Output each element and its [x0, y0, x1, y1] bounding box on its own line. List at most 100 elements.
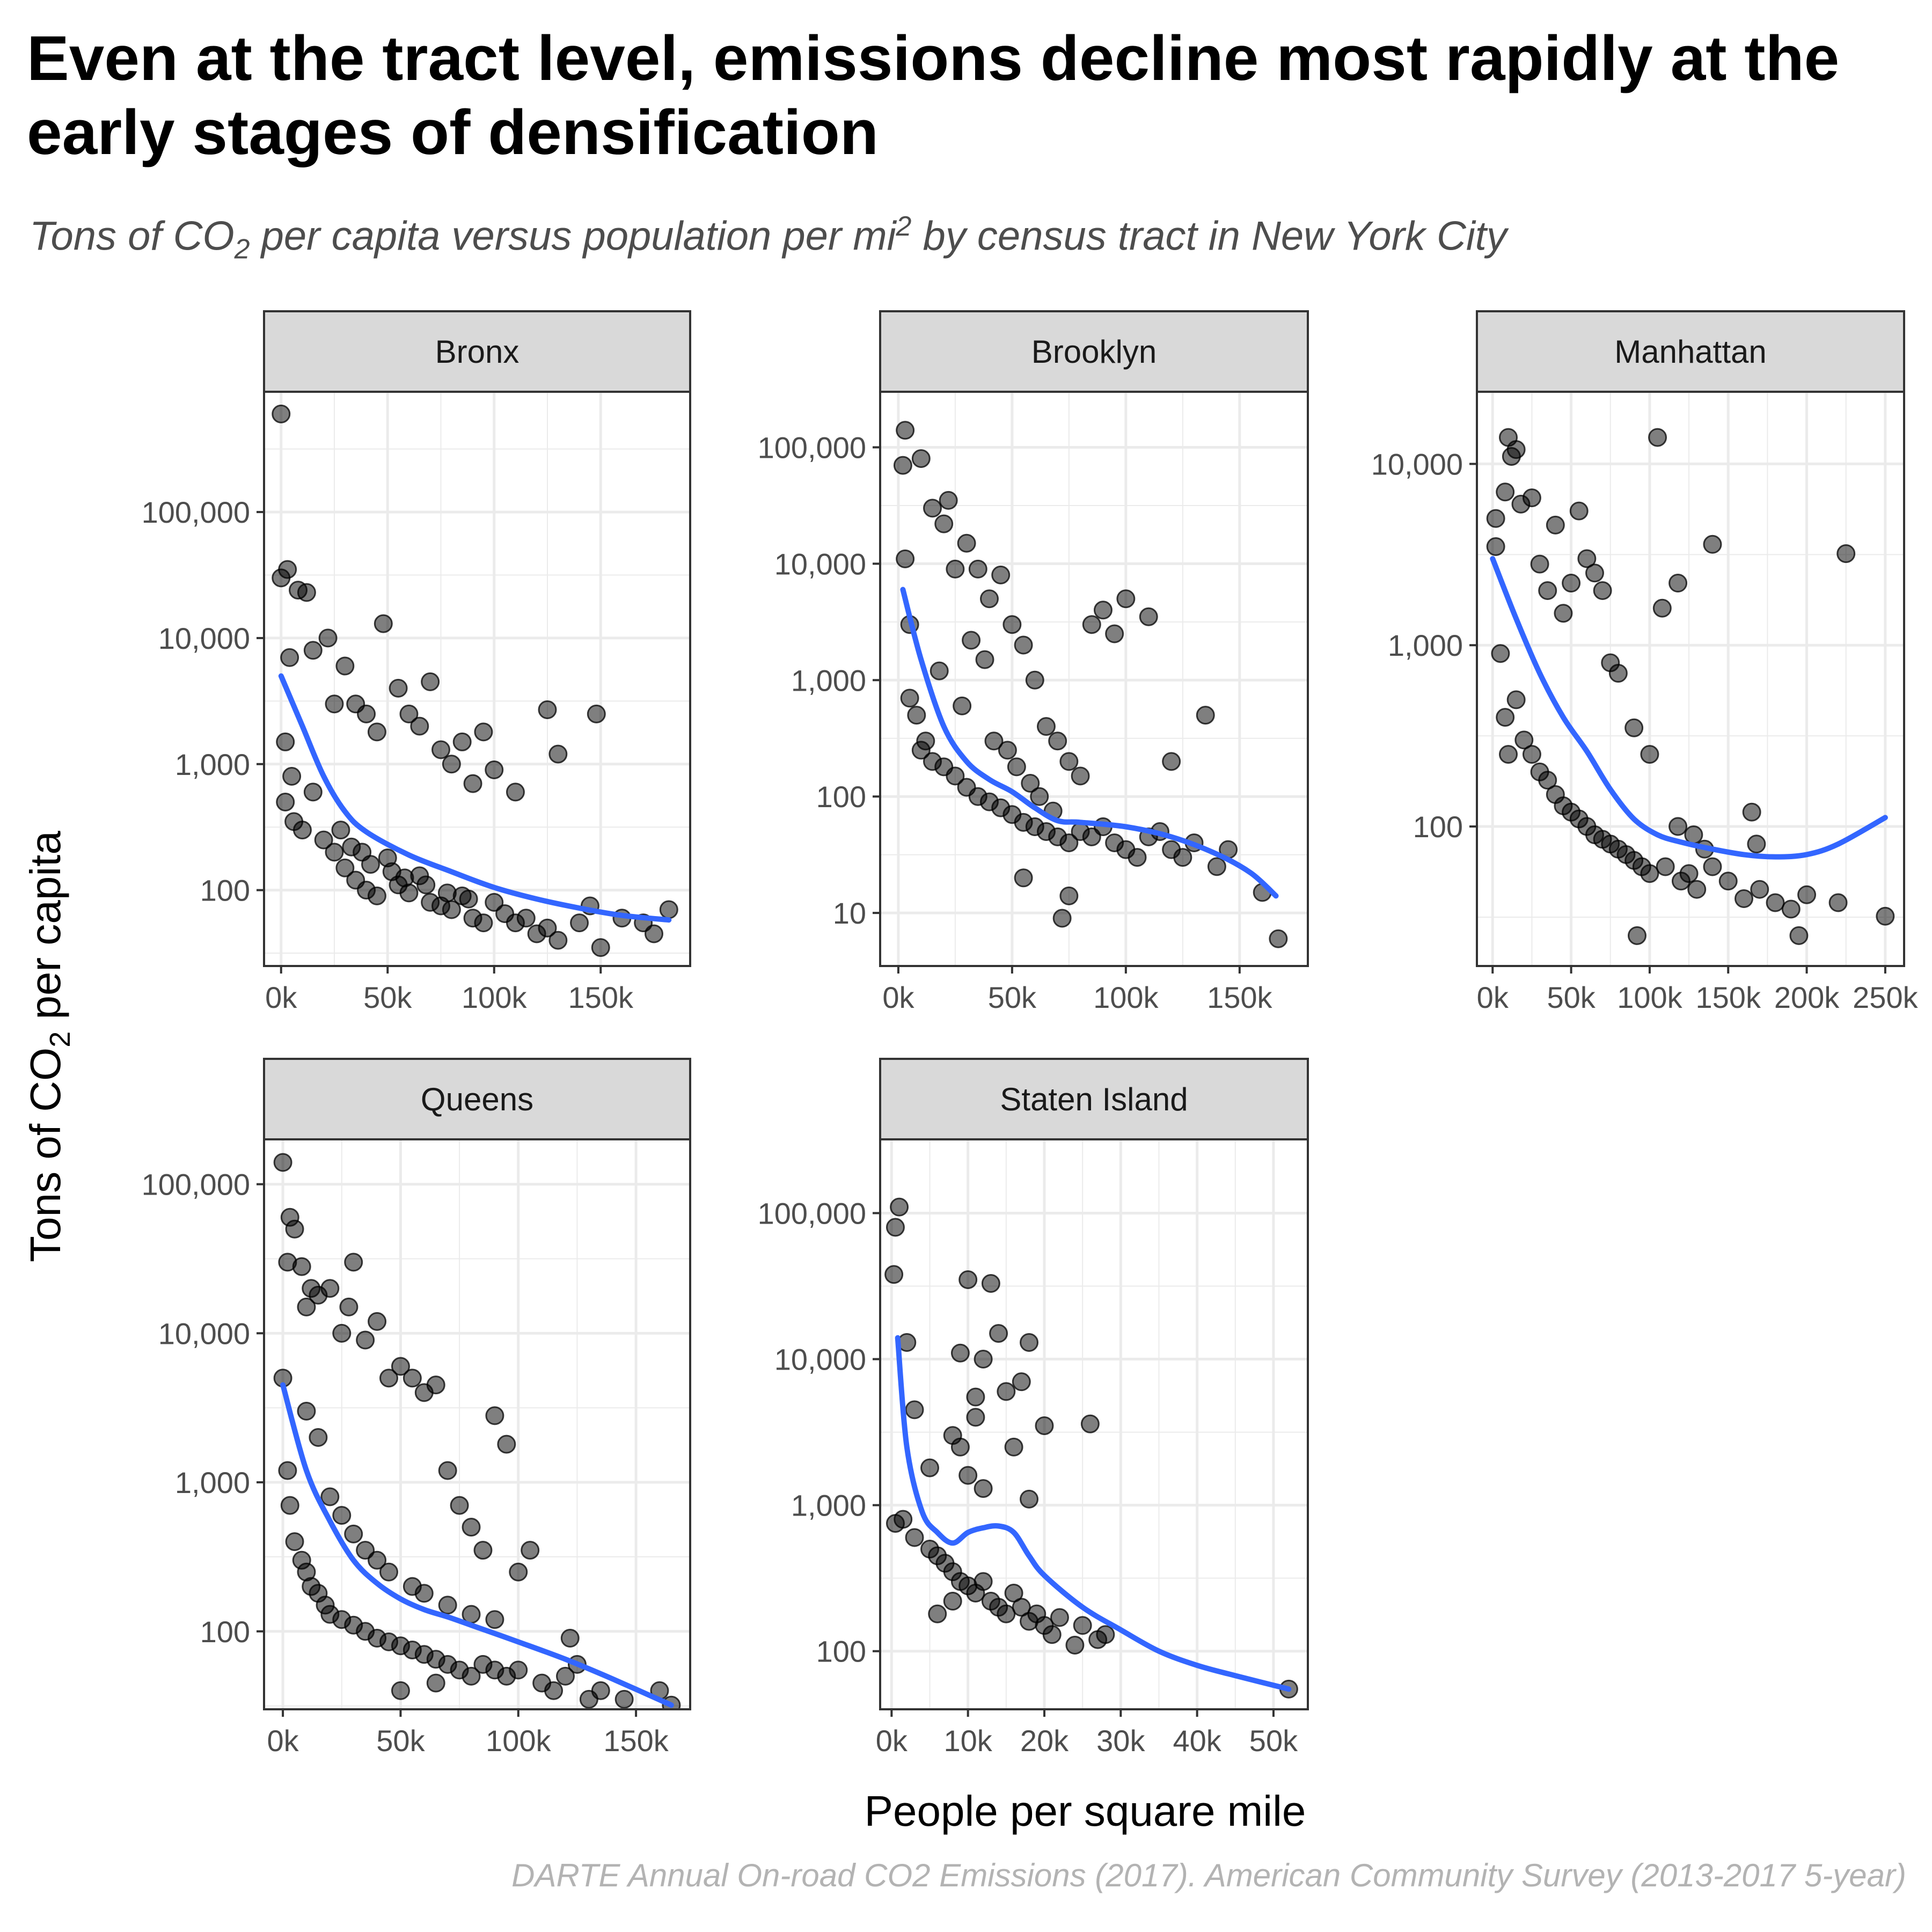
data-point: [885, 1218, 905, 1237]
data-point: [1652, 598, 1672, 618]
data-point: [426, 1375, 445, 1395]
data-point: [1499, 745, 1518, 764]
x-tick-label: 200k: [1774, 980, 1840, 1014]
data-point: [1750, 880, 1769, 899]
data-point: [974, 1572, 993, 1591]
y-tick-label: 1,000: [791, 663, 866, 697]
data-point: [890, 1197, 909, 1217]
data-point: [1082, 615, 1101, 634]
data-point: [928, 1604, 947, 1623]
data-point: [1593, 581, 1612, 601]
data-point: [1781, 899, 1801, 919]
data-point: [975, 650, 994, 669]
data-point: [292, 821, 312, 840]
data-point: [367, 886, 386, 905]
data-point: [462, 1518, 481, 1537]
panel-plot-area: [264, 392, 690, 966]
x-tick-label: 0k: [267, 1724, 299, 1758]
data-point: [997, 1382, 1016, 1401]
data-point: [884, 1265, 904, 1284]
data-point: [344, 1253, 363, 1272]
data-point: [957, 533, 976, 553]
facet-label: Brooklyn: [1031, 334, 1157, 370]
data-point: [1021, 773, 1040, 793]
data-point: [1269, 929, 1288, 948]
data-point: [989, 1324, 1008, 1343]
data-point: [645, 924, 664, 943]
panel-queens: Queens 0k 50k 100k 150k 100 1,000 10,000 100,000: [142, 1058, 691, 1758]
data-point: [1648, 428, 1667, 447]
data-point: [462, 1666, 481, 1686]
data-point: [273, 1153, 292, 1172]
y-tick-label: 10: [833, 896, 866, 930]
data-point: [1048, 731, 1067, 751]
data-point: [437, 883, 457, 903]
data-point: [318, 628, 338, 648]
data-point: [402, 1368, 422, 1388]
data-point: [896, 421, 915, 440]
data-point: [1004, 1583, 1023, 1602]
data-point: [907, 706, 926, 725]
data-point: [331, 821, 350, 840]
data-point: [1747, 835, 1766, 854]
data-point: [1059, 752, 1079, 771]
data-point: [1585, 564, 1604, 583]
x-tick-label: 100k: [1617, 980, 1682, 1014]
data-point: [1116, 589, 1136, 609]
data-point: [1735, 889, 1753, 908]
data-point: [1196, 706, 1215, 725]
y-tick-label: 10,000: [774, 547, 866, 581]
x-tick-label: 0k: [876, 1724, 908, 1758]
data-point: [1506, 690, 1526, 709]
y-axis-title-subscript: 2: [44, 1031, 76, 1048]
panel-background: [264, 392, 690, 966]
data-point: [1828, 893, 1848, 912]
data-point: [974, 1350, 993, 1369]
data-point: [1012, 1598, 1031, 1617]
data-point: [968, 559, 987, 579]
data-point: [934, 514, 954, 533]
facet-label: Staten Island: [1000, 1081, 1188, 1117]
y-tick-label: 100,000: [142, 1168, 250, 1202]
data-point: [893, 456, 912, 475]
data-point: [905, 1400, 924, 1419]
x-tick-label: 50k: [1547, 980, 1596, 1014]
data-point: [966, 1387, 985, 1407]
data-point: [280, 648, 299, 667]
panel-plot-area: [880, 1139, 1308, 1709]
data-point: [1486, 509, 1505, 528]
smooth-trend-line: [278, 673, 672, 923]
data-point: [1766, 893, 1785, 912]
data-point: [998, 741, 1017, 760]
data-point: [485, 1610, 504, 1629]
x-tick-label: 50k: [376, 1724, 425, 1758]
data-point: [1059, 833, 1079, 853]
panel-bronx: Bronx 0k 50k 100k 150k 100 1,000 10,000 100,000: [142, 310, 691, 1014]
data-point: [1522, 488, 1541, 508]
data-point: [1002, 615, 1022, 634]
data-point: [1496, 482, 1515, 502]
data-point: [966, 1408, 985, 1427]
data-point: [953, 696, 972, 715]
panel-background: [264, 1139, 690, 1709]
data-point: [1128, 848, 1147, 867]
data-point: [916, 731, 935, 751]
subtitle-subscript: 2: [234, 233, 250, 265]
panel-plot-area: [880, 392, 1308, 966]
data-point: [1703, 535, 1722, 554]
data-point: [930, 661, 949, 680]
data-point: [900, 689, 919, 708]
data-point: [538, 918, 557, 938]
y-tick-label: 100: [816, 1635, 866, 1668]
data-point: [309, 1428, 328, 1447]
data-point: [506, 782, 525, 802]
data-point: [357, 704, 376, 723]
data-point: [452, 732, 472, 751]
subtitle-part3: by census tract in New York City: [911, 213, 1507, 259]
data-point: [1628, 926, 1646, 945]
data-point: [1624, 718, 1644, 737]
data-point: [521, 1541, 540, 1560]
x-tick-label: 40k: [1173, 1724, 1221, 1758]
data-point: [1554, 604, 1573, 623]
data-point: [474, 722, 493, 742]
